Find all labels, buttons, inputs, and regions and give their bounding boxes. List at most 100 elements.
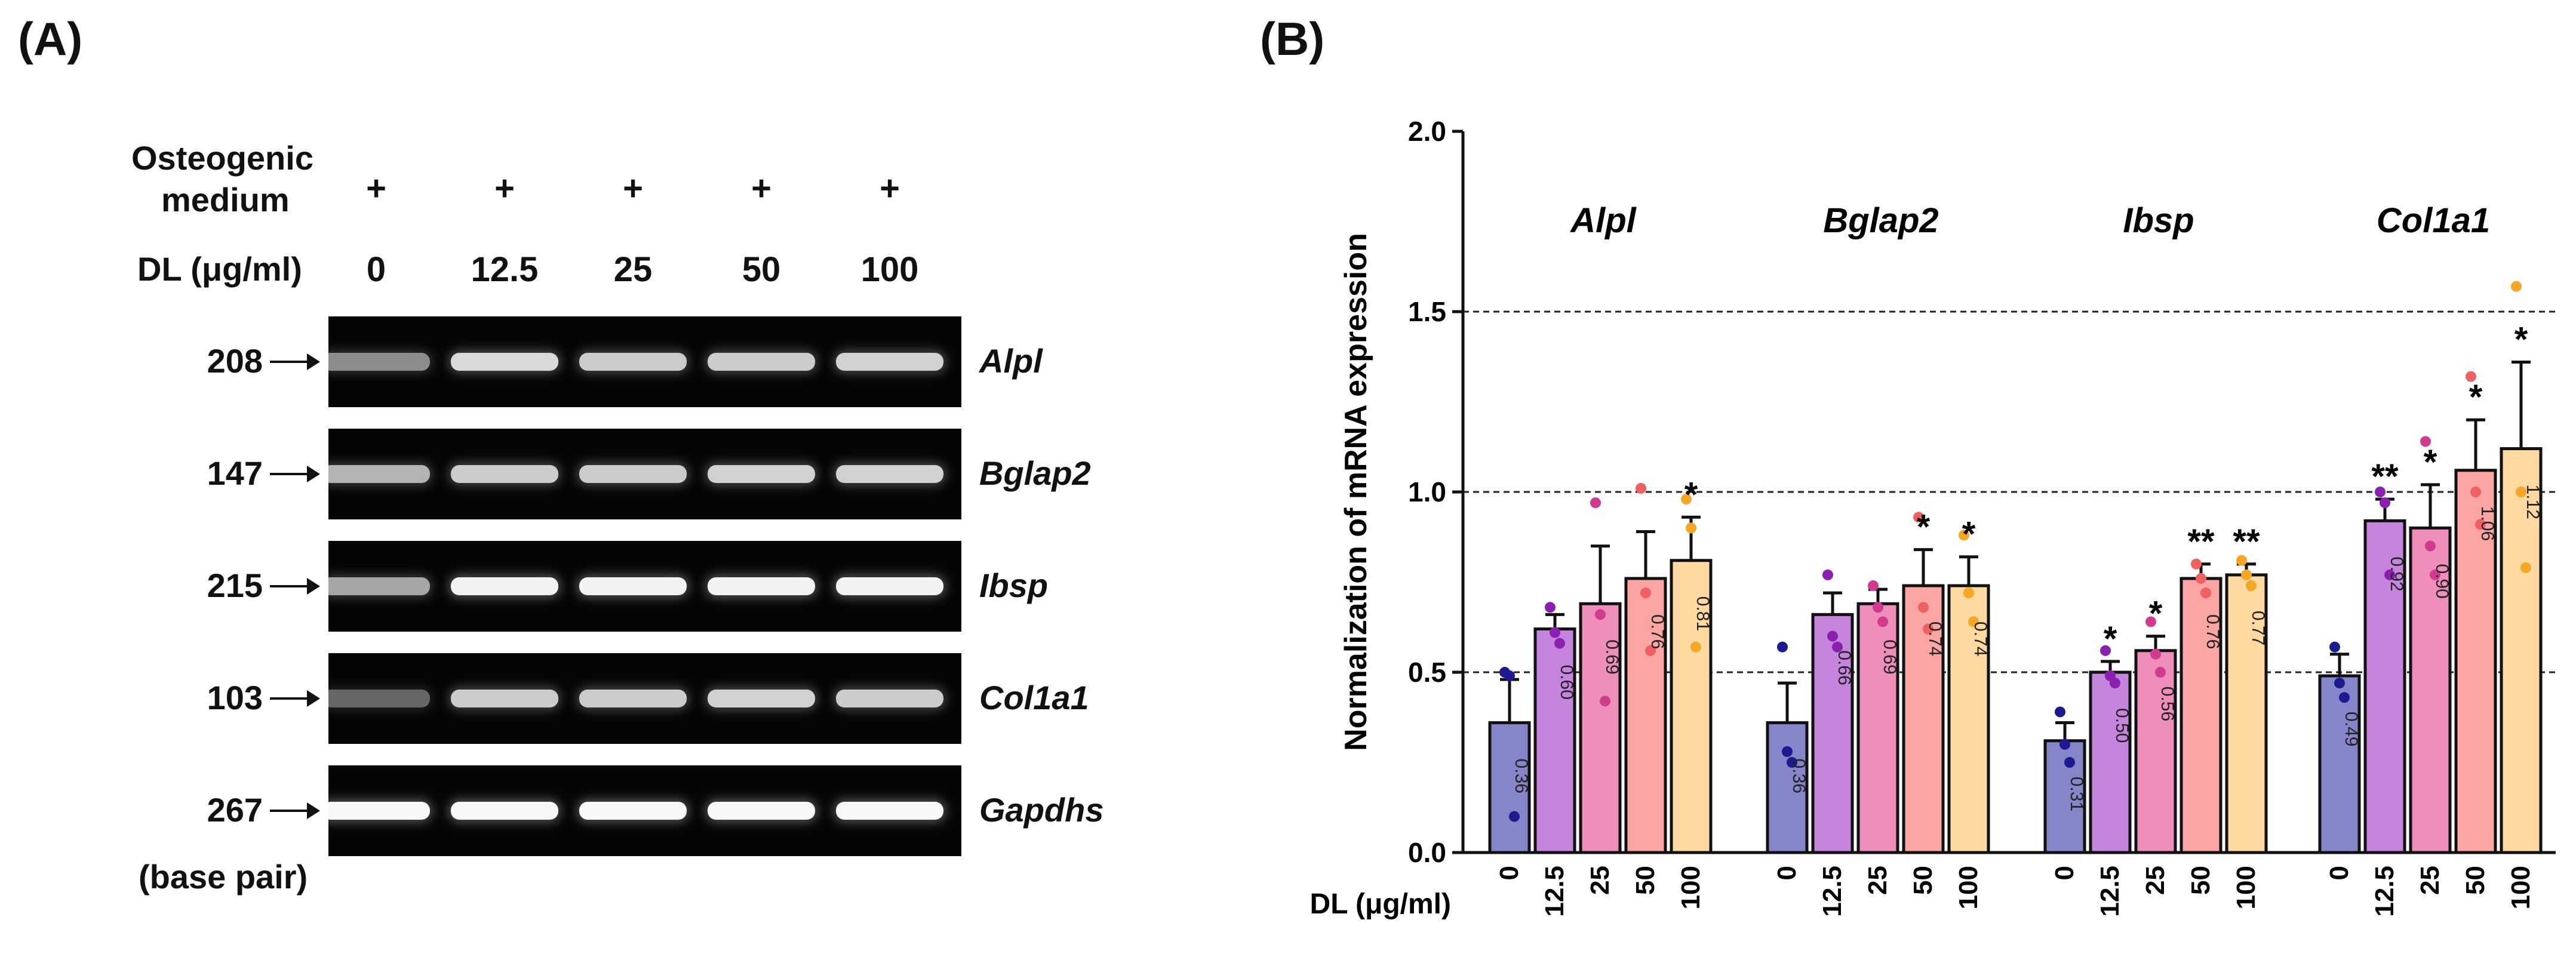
gel-gene-label-ibsp: Ibsp: [979, 567, 1049, 604]
gel-band: [451, 353, 558, 371]
significance-marker: **: [2371, 457, 2399, 496]
lane-dose-1: 12.5: [471, 250, 539, 289]
data-point: [2466, 371, 2476, 382]
data-point: [1640, 587, 1651, 599]
bar-value-label: 0.77: [2248, 611, 2268, 645]
gel-band: [836, 353, 943, 371]
data-point: [2334, 678, 2345, 689]
data-point: [1968, 616, 1979, 627]
bar-value-label: 0.81: [1693, 596, 1713, 631]
bp-size-col1a1: 103: [207, 679, 263, 716]
data-point: [1787, 757, 1797, 768]
bar: [1902, 584, 1945, 854]
data-point: [1822, 569, 1833, 580]
lane-plus-2: +: [623, 169, 643, 208]
gel-band: [328, 802, 430, 820]
data-point: [1554, 638, 1565, 649]
lane-dose-0: 0: [366, 250, 386, 289]
gel-band: [328, 690, 430, 707]
bp-arrow: [270, 466, 320, 482]
gel-gene-label-gapdhs: Gapdhs: [979, 791, 1104, 829]
data-point: [1963, 587, 1974, 599]
data-point: [2246, 580, 2257, 592]
data-point: [1636, 482, 1646, 494]
bar: [2043, 739, 2086, 854]
bar-value-label: 0.92: [2387, 556, 2406, 591]
x-tick-label: 50: [2461, 866, 2490, 895]
data-point: [1504, 670, 1515, 682]
data-point: [2516, 487, 2526, 497]
data-point: [1686, 522, 1696, 534]
lane-plus-1: +: [494, 169, 515, 208]
significance-marker: *: [2104, 620, 2117, 659]
bar: [1811, 613, 1854, 854]
y-tick-label: 1.0: [1408, 476, 1446, 507]
gel-band: [579, 465, 687, 483]
data-point: [1923, 623, 1933, 635]
gel-bglap2: [328, 429, 961, 519]
gel-gene-label-alpl: Alpl: [979, 342, 1043, 380]
gel-band: [579, 353, 687, 371]
bar-value-label: 0.56: [2157, 687, 2177, 721]
data-point: [2155, 667, 2166, 678]
x-tick-label: 100: [1954, 866, 1983, 909]
gel-band: [836, 465, 943, 483]
data-point: [2200, 587, 2211, 599]
bar: [1947, 584, 1990, 854]
gene-label-alpl: Alpl: [1569, 201, 1637, 240]
data-point: [1600, 696, 1610, 707]
bar-value-label: 0.74: [1971, 621, 1990, 656]
data-point: [1590, 497, 1601, 509]
bar-value-label: 0.36: [1789, 759, 1809, 793]
significance-marker: *: [1917, 508, 1931, 547]
panel-b-label: (B): [1260, 13, 1325, 65]
bar: [1533, 627, 1576, 854]
x-tick-label: 25: [2141, 866, 2170, 895]
data-point: [2329, 641, 2340, 653]
significance-marker: *: [2514, 321, 2528, 359]
data-point: [1832, 641, 1843, 653]
bar: [1579, 602, 1622, 854]
lane-plus-4: +: [880, 169, 900, 208]
x-tick-label: 0: [2050, 866, 2079, 880]
bar-value-label: 0.69: [1880, 639, 1899, 674]
data-point: [2055, 706, 2065, 718]
x-tick-label: 0: [2325, 866, 2354, 880]
gel-band: [451, 577, 558, 595]
gel-gapdhs: [328, 765, 961, 856]
y-tick-label: 1.5: [1408, 296, 1446, 327]
gel-band: [328, 465, 430, 483]
medium-label-line2: medium: [161, 181, 290, 219]
data-point: [1595, 609, 1606, 620]
bp-size-ibsp: 215: [207, 567, 263, 604]
x-tick-label: 100: [1676, 866, 1705, 909]
significance-marker: *: [2424, 443, 2437, 482]
gene-label-ibsp: Ibsp: [2123, 201, 2194, 240]
x-tick-label: 12.5: [2370, 866, 2399, 917]
x-tick-label: 25: [1863, 866, 1892, 895]
bar-value-label: 0.60: [1557, 665, 1576, 700]
gene-label-col1a1: Col1a1: [2377, 201, 2490, 240]
x-tick-label: 100: [2506, 866, 2535, 909]
gel-band: [708, 353, 815, 371]
x-tick-label: 25: [1585, 866, 1615, 895]
x-tick-label: 12.5: [1818, 866, 1847, 917]
base-pair-label: (base pair): [139, 858, 308, 896]
lane-dose-2: 25: [613, 250, 653, 289]
gel-band: [708, 465, 815, 483]
bp-arrow: [270, 353, 320, 370]
data-point: [2236, 555, 2247, 566]
gel-band: [328, 353, 430, 371]
x-tick-label: 0: [1772, 866, 1802, 880]
x-tick-label: 25: [2415, 866, 2445, 895]
medium-label-line1: Osteogenic: [131, 139, 313, 177]
gel-alpl: [328, 316, 961, 407]
x-tick-label: 12.5: [2095, 866, 2125, 917]
gel-band: [708, 577, 815, 595]
bar-value-label: 0.49: [2341, 712, 2361, 746]
bp-arrow: [270, 690, 320, 707]
bp-size-gapdhs: 267: [207, 791, 263, 829]
gel-band: [708, 802, 815, 820]
bar-value-label: 1.06: [2477, 506, 2497, 541]
significance-marker: *: [1962, 515, 1976, 554]
